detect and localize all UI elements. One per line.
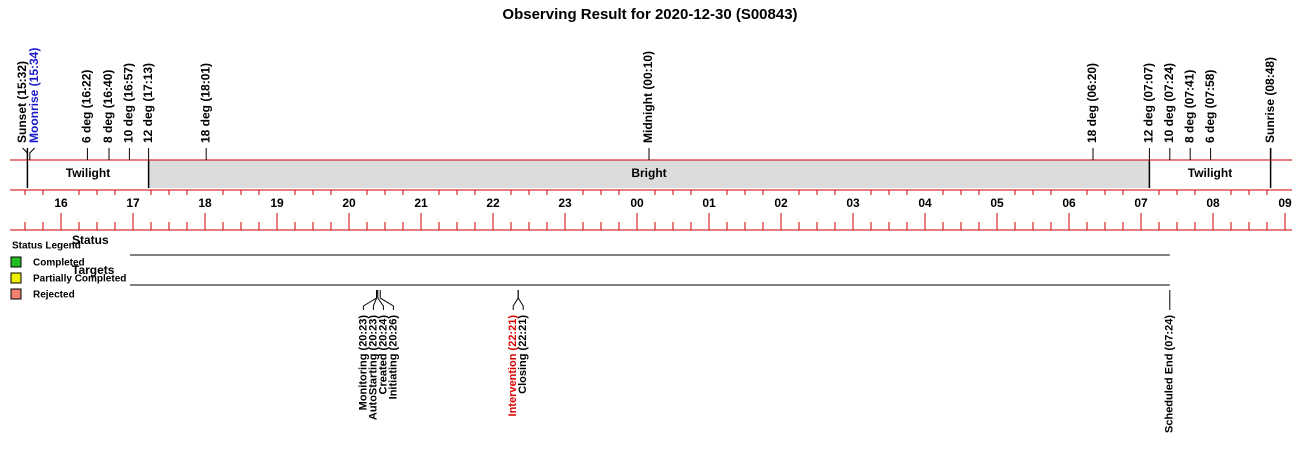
event-label: 18 deg (06:20) <box>1085 63 1099 143</box>
row-label: Targets <box>72 263 115 277</box>
hour-label: 16 <box>54 196 68 210</box>
hour-label: 00 <box>630 196 644 210</box>
event-label: 10 deg (16:57) <box>122 63 136 143</box>
event-label: Sunrise (08:48) <box>1263 57 1277 143</box>
hour-label: 08 <box>1206 196 1220 210</box>
event-label: 10 deg (07:24) <box>1162 63 1176 143</box>
legend-swatch <box>10 272 22 284</box>
event-connector <box>362 290 378 310</box>
event-label: Closing (22:21) <box>517 315 529 394</box>
hour-label: 22 <box>486 196 500 210</box>
hour-label: 06 <box>1062 196 1076 210</box>
hour-label: 03 <box>846 196 860 210</box>
event-label: Initiating (20:26) <box>387 315 399 400</box>
event-label: Monitoring (20:23) <box>357 315 369 411</box>
event-label: 8 deg (07:41) <box>1182 70 1196 143</box>
event-connector <box>379 290 394 310</box>
hour-label: 21 <box>414 196 428 210</box>
legend-title: Status Legend <box>12 241 81 252</box>
hour-label: 18 <box>198 196 212 210</box>
event-connector <box>512 290 519 310</box>
band <box>148 160 1150 188</box>
band <box>1149 160 1271 188</box>
event-label: 18 deg (18:01) <box>198 63 212 143</box>
event-connector <box>29 147 35 160</box>
band-label: Twilight <box>1188 166 1232 180</box>
legend-label: Partially Completed <box>33 274 126 285</box>
legend-swatch <box>10 256 22 268</box>
event-connector <box>22 147 28 160</box>
event-label: 12 deg (07:07) <box>1142 63 1156 143</box>
event-label: AutoStarting (20:23) <box>367 315 379 420</box>
event-label: Created (20:24) <box>377 315 389 395</box>
legend-label: Completed <box>33 258 85 269</box>
band <box>27 160 149 188</box>
band-label: Bright <box>631 166 666 180</box>
legend-swatch <box>10 288 22 300</box>
event-connector <box>517 290 524 310</box>
event-label: 12 deg (17:13) <box>141 63 155 143</box>
hour-label: 01 <box>702 196 716 210</box>
title: Observing Result for 2020-12-30 (S00843) <box>502 6 797 23</box>
hour-label: 09 <box>1278 196 1292 210</box>
row-label: Status <box>72 233 109 247</box>
event-connector <box>372 290 378 310</box>
hour-label: 23 <box>558 196 572 210</box>
hour-label: 02 <box>774 196 788 210</box>
event-label: 6 deg (16:22) <box>80 70 94 143</box>
hour-label: 17 <box>126 196 140 210</box>
hour-label: 20 <box>342 196 356 210</box>
event-label: Sunset (15:32) <box>15 61 29 143</box>
event-label: 6 deg (07:58) <box>1203 70 1217 143</box>
event-connector <box>377 290 384 310</box>
hour-label: 04 <box>918 196 932 210</box>
hour-label: 05 <box>990 196 1004 210</box>
event-label: 8 deg (16:40) <box>101 70 115 143</box>
event-label: Scheduled End (07:24) <box>1164 315 1176 433</box>
band-label: Twilight <box>66 166 110 180</box>
event-label: Intervention (22:21) <box>507 315 519 417</box>
legend-label: Rejected <box>33 290 75 301</box>
event-label: Midnight (00:10) <box>641 51 655 143</box>
hour-label: 07 <box>1134 196 1148 210</box>
hour-label: 19 <box>270 196 284 210</box>
event-label: Moonrise (15:34) <box>27 48 41 143</box>
